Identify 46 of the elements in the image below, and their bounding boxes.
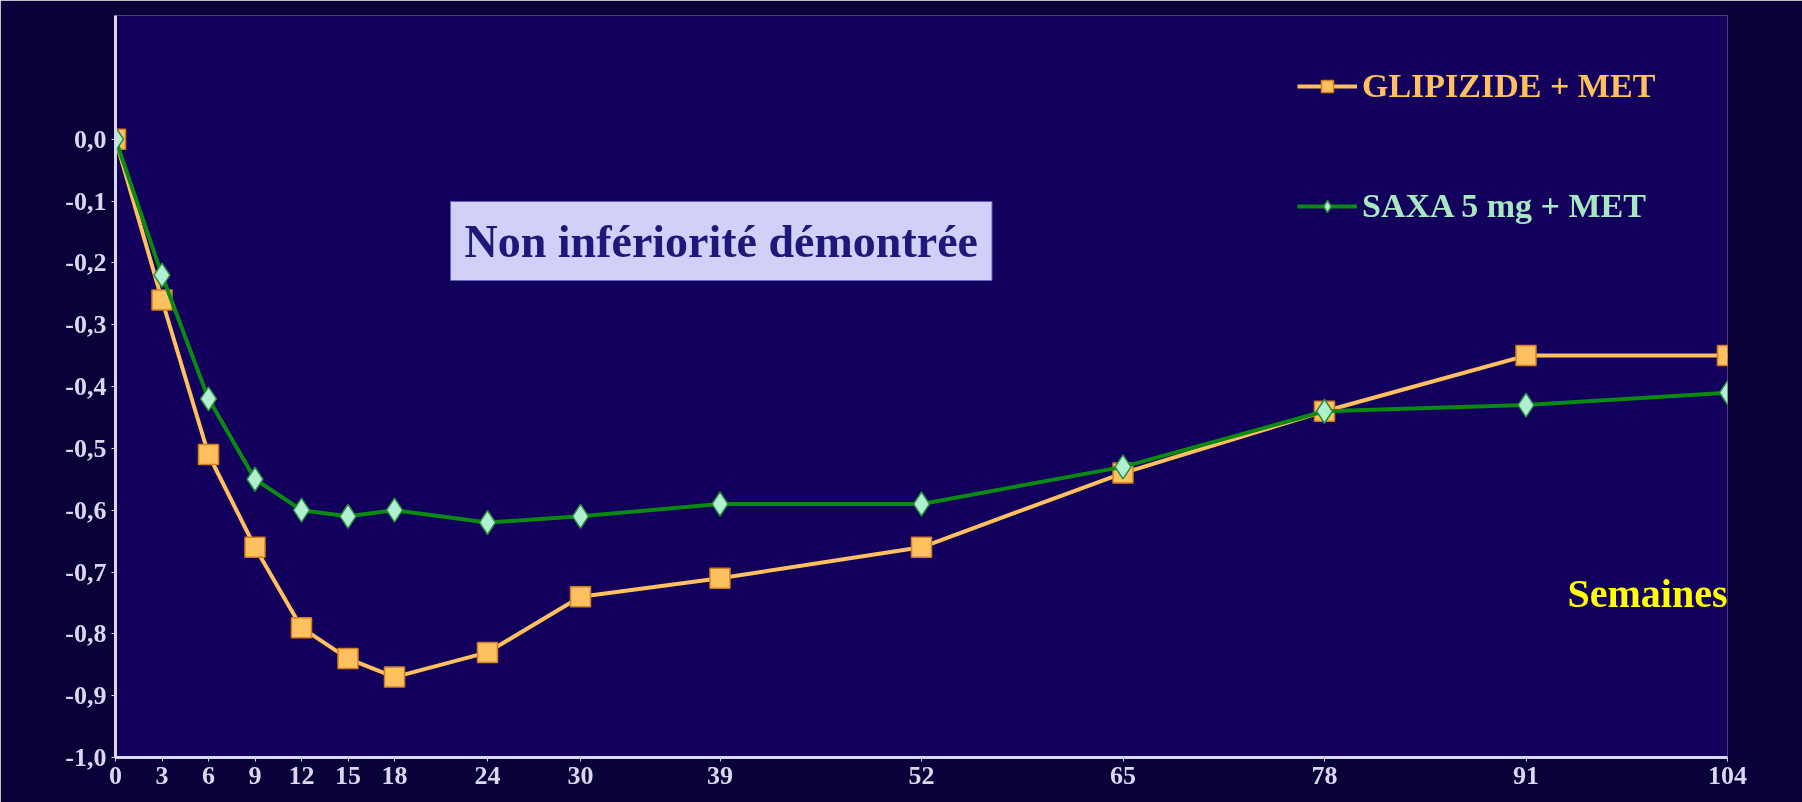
x-tick-label: 15 <box>335 760 361 790</box>
annotation: Non infériorité démontrée <box>464 215 979 267</box>
point <box>290 616 313 639</box>
x-tick-label: 0 <box>109 760 122 790</box>
y-tick-label: -0,4 <box>65 372 107 401</box>
x-tick-label: 18 <box>381 760 408 790</box>
x-tick-label: 24 <box>474 760 501 790</box>
point <box>476 641 499 664</box>
x-tick-label: 65 <box>1110 760 1136 790</box>
point <box>383 666 406 688</box>
x-tick-label: 12 <box>288 760 315 790</box>
y-tick-label: -1,0 <box>65 743 107 772</box>
x-tick-label: 91 <box>1513 760 1539 790</box>
y-tick-label: -0,6 <box>65 495 107 525</box>
x-tick-label: 104 <box>1708 760 1747 790</box>
y-tick-label: -0,9 <box>65 681 107 711</box>
x-tick-label: 30 <box>567 760 594 790</box>
point <box>197 443 220 466</box>
y-tick-label: -0,1 <box>65 186 107 216</box>
x-tick-label: 3 <box>155 760 169 790</box>
point <box>478 509 497 536</box>
legend-label: GLIPIZIDE + MET <box>1362 67 1656 105</box>
point <box>571 503 590 530</box>
x-axis-title: Semaines <box>1567 570 1728 616</box>
x-tick-label: 52 <box>908 760 935 790</box>
x-tick-label: 39 <box>707 760 733 790</box>
point <box>569 585 592 608</box>
point <box>912 491 931 517</box>
y-tick-label: 0,0 <box>74 124 107 154</box>
point <box>1515 344 1537 367</box>
x-tick-label: 6 <box>202 760 215 790</box>
x-tick-label: 78 <box>1311 760 1338 790</box>
point <box>244 536 266 559</box>
y-tick-label: -0,5 <box>65 433 107 463</box>
point <box>199 386 218 412</box>
x-tick-label: 9 <box>248 760 262 790</box>
point <box>292 497 311 523</box>
point <box>385 497 404 523</box>
point <box>910 536 933 559</box>
point <box>709 567 731 589</box>
y-tick-label: -0,3 <box>65 310 107 340</box>
y-tick-label: -0,2 <box>65 248 107 278</box>
legend-label: SAXA 5 mg + MET <box>1362 187 1646 225</box>
y-tick-label: -0,8 <box>65 619 107 649</box>
y-tick-label: -0,7 <box>65 557 107 587</box>
point <box>337 647 359 670</box>
